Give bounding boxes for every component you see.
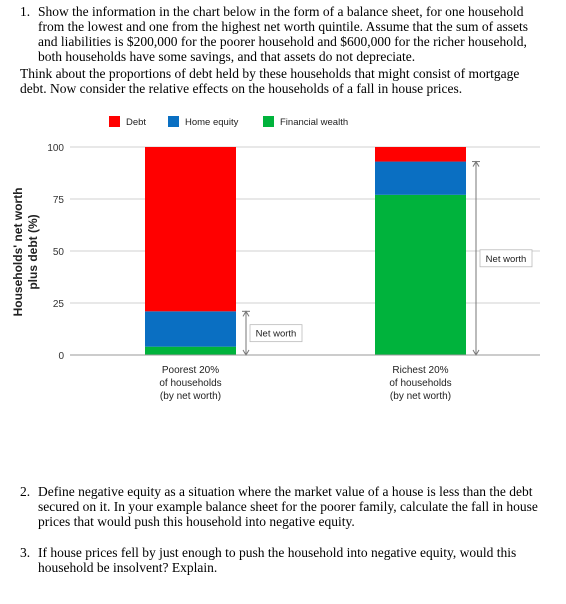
net-worth-label-box — [249, 324, 303, 343]
question-1-line: from the lowest and one from the highest… — [38, 19, 529, 34]
question-3-number: 3. — [20, 545, 31, 560]
legend-label: Debt — [126, 117, 146, 128]
net-worth-arrow-up — [472, 160, 480, 167]
net-worth-label: Net worth — [486, 254, 527, 265]
bar-segment — [145, 311, 236, 347]
legend-swatch — [109, 116, 120, 127]
question-1-line: and liabilities is $200,000 for the poor… — [38, 34, 527, 49]
question-1-number: 1. — [20, 4, 31, 19]
question-1-followup: debt. Now consider the relative effects … — [20, 81, 463, 96]
y-axis-title: Households' net worth — [11, 188, 25, 317]
question-1-followup: Think about the proportions of debt held… — [20, 66, 520, 81]
question-2-number: 2. — [20, 484, 31, 499]
bar-segment — [145, 346, 236, 355]
y-tick-label: 25 — [53, 299, 65, 310]
x-category-label: of households — [159, 378, 221, 389]
question-2-line: prices that would push this household in… — [38, 514, 355, 529]
legend-label: Home equity — [185, 117, 239, 128]
net-worth-arrow-up — [242, 310, 250, 317]
x-category-label: (by net worth) — [160, 391, 221, 402]
y-tick-label: 100 — [47, 143, 64, 154]
question-1: 1. Show the information in the chart bel… — [20, 4, 560, 64]
stacked-bar-chart: 0 25 50 75 100 Households' net worth plus debt… — [11, 116, 540, 402]
net-worth-label-box — [479, 249, 533, 268]
x-category-label: Richest 20% — [392, 365, 448, 376]
legend-swatch — [168, 116, 179, 127]
x-category-label: of households — [389, 378, 451, 389]
question-2: 2. Define negative equity as a situation… — [20, 484, 560, 532]
question-1-line: both households have some savings, and t… — [38, 49, 416, 64]
net-worth-label: Net worth — [256, 329, 297, 340]
question-3: 3. If house prices fell by just enough t… — [20, 545, 560, 577]
legend-swatch — [263, 116, 274, 127]
x-category-label: (by net worth) — [390, 391, 451, 402]
y-tick-label: 50 — [53, 247, 65, 258]
y-tick-label: 75 — [53, 195, 65, 206]
legend-label: Financial wealth — [280, 117, 348, 128]
bar-segment — [375, 161, 466, 195]
y-tick-label: 0 — [58, 351, 64, 362]
question-3-line: household be insolvent? Explain. — [38, 560, 218, 575]
bar-segment — [145, 147, 236, 312]
bar-segment — [375, 147, 466, 162]
question-3-line: If house prices fell by just enough to p… — [38, 545, 517, 560]
bar-segment — [375, 194, 466, 355]
y-axis-title: plus debt (%) — [26, 214, 40, 289]
x-category-label: Poorest 20% — [162, 365, 219, 376]
question-2-line: secured on it. In your example balance s… — [38, 499, 538, 514]
question-1-line: Show the information in the chart below … — [38, 4, 524, 19]
question-2-line: Define negative equity as a situation wh… — [38, 484, 533, 499]
